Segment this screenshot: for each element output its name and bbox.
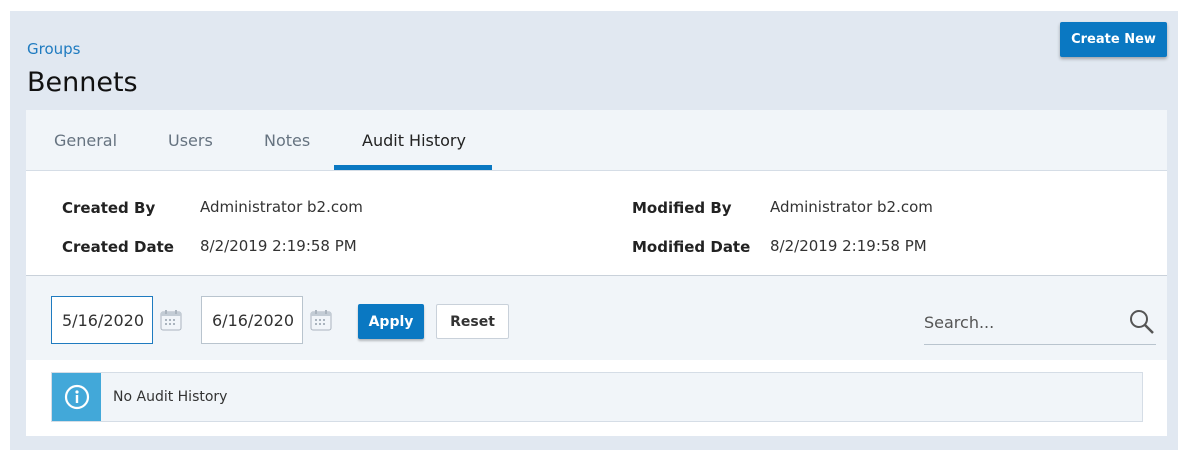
breadcrumb-groups[interactable]: Groups [27,40,81,58]
tab-users[interactable]: Users [168,131,213,150]
modified-by-value: Administrator b2.com [770,198,933,216]
page-title: Bennets [27,67,138,98]
reset-button[interactable]: Reset [436,304,509,339]
search-icon[interactable] [1129,309,1155,335]
tab-general[interactable]: General [54,131,118,150]
search-input[interactable] [924,301,1156,345]
modified-date-label: Modified Date [632,238,751,256]
created-date-value: 8/2/2019 2:19:58 PM [200,237,357,255]
content-card: General Users Notes Audit History Create… [26,110,1167,436]
calendar-icon[interactable] [310,309,332,331]
tab-bar: General Users Notes Audit History [26,110,1167,171]
active-tab-indicator [334,165,492,170]
message-text: No Audit History [113,389,228,405]
details-section: Created By Administrator b2.com Created … [26,171,1167,276]
page: Groups Bennets Create New General Users … [10,11,1178,450]
created-by-label: Created By [62,199,156,217]
tab-notes[interactable]: Notes [264,131,311,150]
start-date-input[interactable] [51,296,153,344]
created-by-value: Administrator b2.com [200,198,363,216]
create-new-button[interactable]: Create New [1060,22,1167,57]
created-date-label: Created Date [62,238,174,256]
modified-by-label: Modified By [632,199,732,217]
apply-button[interactable]: Apply [358,304,424,339]
end-date-input[interactable] [201,296,303,344]
calendar-icon[interactable] [160,309,182,331]
tab-audit-history[interactable]: Audit History [362,131,466,150]
info-icon [52,373,101,421]
modified-date-value: 8/2/2019 2:19:58 PM [770,237,927,255]
no-audit-history-message: No Audit History [51,372,1143,422]
filter-bar: Apply Reset [26,276,1167,360]
